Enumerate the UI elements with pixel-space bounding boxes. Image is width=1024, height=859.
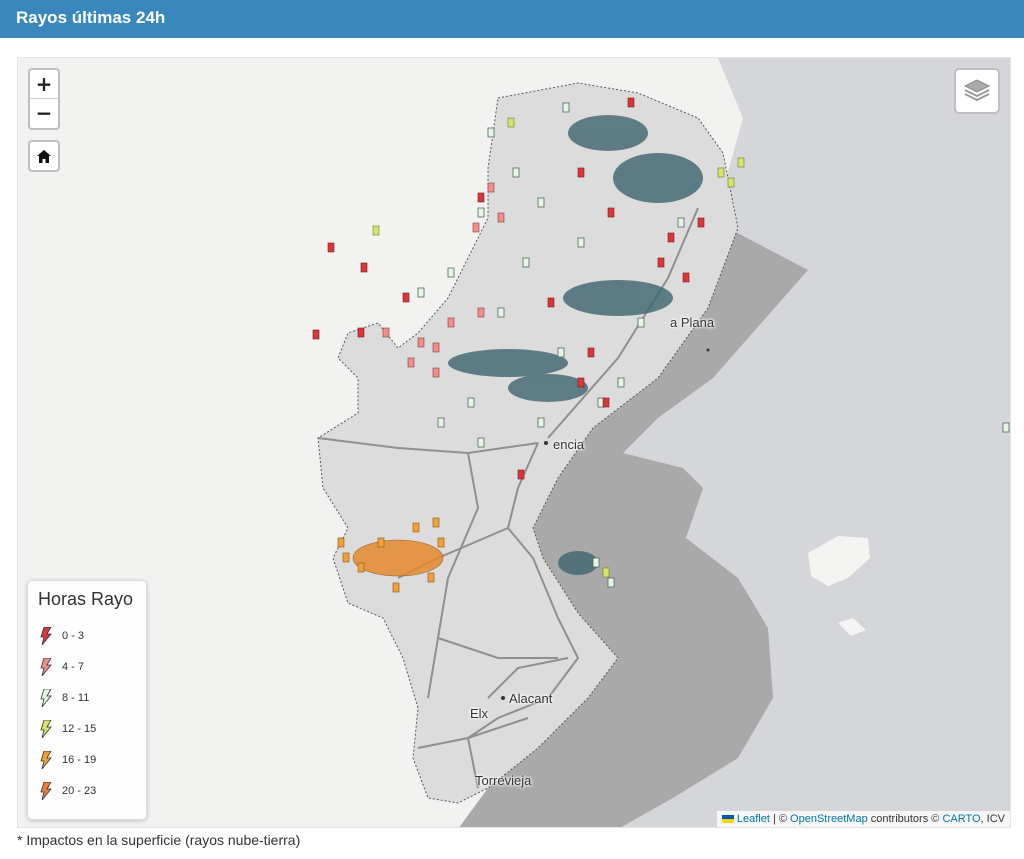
attribution-contributors: contributors ©: [867, 813, 943, 825]
zoom-control: + −: [28, 68, 60, 130]
legend-item: 4 - 7: [38, 651, 146, 682]
legend: Horas Rayo 0 - 3 4 - 7 8 - 11 12 - 15 16…: [27, 580, 147, 820]
page-title: Rayos últimas 24h: [16, 8, 166, 27]
city-label-elx: Elx: [470, 706, 489, 721]
legend-item: 8 - 11: [38, 682, 146, 713]
maritime-zone: [459, 228, 808, 827]
lightning-icon: [40, 626, 52, 645]
city-dot-valencia: [544, 441, 548, 445]
formentera-island: [838, 618, 866, 636]
zoom-in-button[interactable]: +: [30, 70, 58, 99]
home-icon: [37, 149, 51, 163]
city-label-alacant: Alacant: [509, 691, 553, 706]
legend-label: 8 - 11: [62, 691, 90, 704]
valencian-community-region: [317, 82, 739, 804]
legend-label: 16 - 19: [62, 753, 97, 766]
city-dot-alacant: [501, 696, 505, 700]
lightning-icon: [40, 719, 52, 738]
zoom-out-button[interactable]: −: [35, 101, 53, 125]
strikes-yellow-green: [372, 117, 745, 578]
strike-cluster-dense: [448, 115, 703, 575]
layers-button[interactable]: [954, 68, 1000, 114]
legend-title: Horas Rayo: [38, 589, 134, 609]
legend-label: 20 - 23: [62, 784, 97, 797]
page-header: Rayos últimas 24h: [0, 0, 1024, 38]
legend-item: 12 - 15: [38, 713, 146, 744]
city-label-valencia: encia: [553, 437, 585, 452]
legend-item: 20 - 23: [38, 775, 146, 806]
legend-item: 0 - 3: [38, 620, 146, 651]
strikes-light-green: [417, 102, 1010, 588]
strikes-red: [312, 97, 705, 480]
legend-label: 12 - 15: [62, 722, 97, 735]
legend-label: 4 - 7: [62, 660, 85, 673]
ukraine-flag-icon: [721, 815, 734, 824]
layers-icon: [963, 79, 991, 102]
ibiza-island: [808, 536, 870, 586]
lightning-icon: [40, 750, 52, 769]
city-label-torrevieja: Torrevieja: [475, 773, 532, 788]
lightning-icon: [40, 657, 52, 676]
lightning-map[interactable]: a Plana encia Alacant Elx Torrevieja + −…: [17, 57, 1011, 828]
openstreetmap-link[interactable]: OpenStreetMap: [790, 813, 868, 825]
carto-link[interactable]: CARTO: [942, 813, 981, 825]
map-attribution: Leaflet | © OpenStreetMap contributors ©…: [716, 811, 1010, 827]
legend-item: 16 - 19: [38, 744, 146, 775]
legend-label: 0 - 3: [62, 629, 85, 642]
home-button[interactable]: [28, 140, 60, 172]
attribution-icv: , ICV: [980, 813, 1005, 825]
footnote: * Impactos en la superficie (rayos nube-…: [17, 832, 301, 848]
strike-cluster-orange: [337, 517, 445, 593]
leaflet-link[interactable]: Leaflet: [736, 813, 770, 825]
attribution-sep: | ©: [769, 813, 791, 825]
city-label-castellon: a Plana: [670, 315, 715, 330]
lightning-icon: [40, 781, 52, 800]
strikes-pink: [382, 182, 505, 378]
lightning-icon: [40, 688, 52, 707]
map-base-layer: [312, 58, 1010, 827]
city-dot-castellon: [706, 348, 710, 352]
